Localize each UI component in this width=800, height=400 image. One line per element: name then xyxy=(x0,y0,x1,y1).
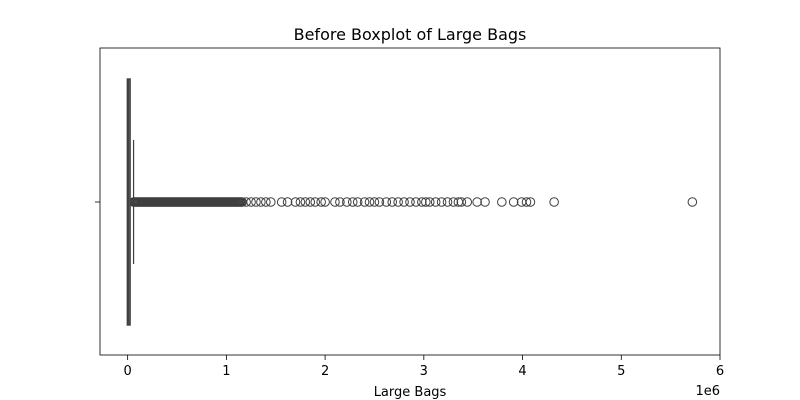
outlier-point xyxy=(456,197,467,207)
x-tick-label: 6 xyxy=(716,364,724,379)
outlier-point xyxy=(687,197,698,207)
outlier-point xyxy=(300,197,311,207)
outlier-point xyxy=(399,197,409,207)
x-axis-label: Large Bags xyxy=(374,385,447,400)
outlier-point xyxy=(256,197,266,207)
outlier-point xyxy=(521,197,532,207)
outlier-point xyxy=(359,197,370,207)
outlier-point xyxy=(393,197,403,207)
outlier-point xyxy=(310,197,321,207)
outlier-point xyxy=(420,197,431,207)
outlier-point xyxy=(251,197,261,207)
outlier-point xyxy=(462,197,473,207)
outlier-point xyxy=(320,197,330,207)
outlier-point xyxy=(261,197,271,207)
outlier-point xyxy=(508,197,519,207)
outlier-point xyxy=(265,197,276,207)
x-tick-label: 4 xyxy=(518,364,526,379)
outlier-point xyxy=(549,197,559,207)
box-element xyxy=(126,78,135,326)
x-tick-label: 0 xyxy=(124,364,132,379)
outlier-point xyxy=(387,197,398,207)
x-tick-label: 5 xyxy=(617,364,625,379)
outlier-point xyxy=(424,197,435,207)
outlier-point xyxy=(525,197,536,207)
outlier-point xyxy=(497,197,507,207)
outlier-point xyxy=(282,197,293,207)
x-tick-label: 1 xyxy=(222,364,230,379)
x-axis-offset-label: 1e6 xyxy=(695,384,720,399)
outlier-point xyxy=(347,197,358,207)
outlier-point xyxy=(364,197,375,207)
outlier-point xyxy=(480,197,490,207)
outlier-point xyxy=(516,197,527,207)
outlier-point xyxy=(295,197,306,207)
outlier-point xyxy=(276,197,287,207)
outlier-point xyxy=(436,197,447,207)
outlier-point xyxy=(305,197,316,207)
outlier-point xyxy=(246,197,256,207)
outlier-points xyxy=(128,197,698,207)
outlier-point xyxy=(352,197,363,207)
outlier-point xyxy=(405,197,415,207)
outlier-point xyxy=(241,197,251,207)
outlier-point xyxy=(472,197,482,207)
outlier-point xyxy=(442,197,453,207)
outlier-point xyxy=(448,197,459,207)
outlier-point xyxy=(330,197,340,207)
chart-title: Before Boxplot of Large Bags xyxy=(294,25,527,44)
outlier-point xyxy=(342,197,352,207)
outlier-point xyxy=(369,197,380,207)
outlier-point xyxy=(335,197,345,207)
outlier-point xyxy=(411,197,421,207)
outlier-point xyxy=(381,197,392,207)
outlier-point xyxy=(290,197,301,207)
outlier-point xyxy=(430,197,441,207)
x-tick-label: 2 xyxy=(321,364,329,379)
x-axis-ticks: 0 1 2 3 4 5 6 xyxy=(124,355,724,379)
x-tick-label: 3 xyxy=(420,364,428,379)
outlier-point xyxy=(316,197,326,207)
outlier-point xyxy=(417,197,427,207)
plot-frame xyxy=(99,47,721,356)
outlier-point xyxy=(374,197,385,207)
